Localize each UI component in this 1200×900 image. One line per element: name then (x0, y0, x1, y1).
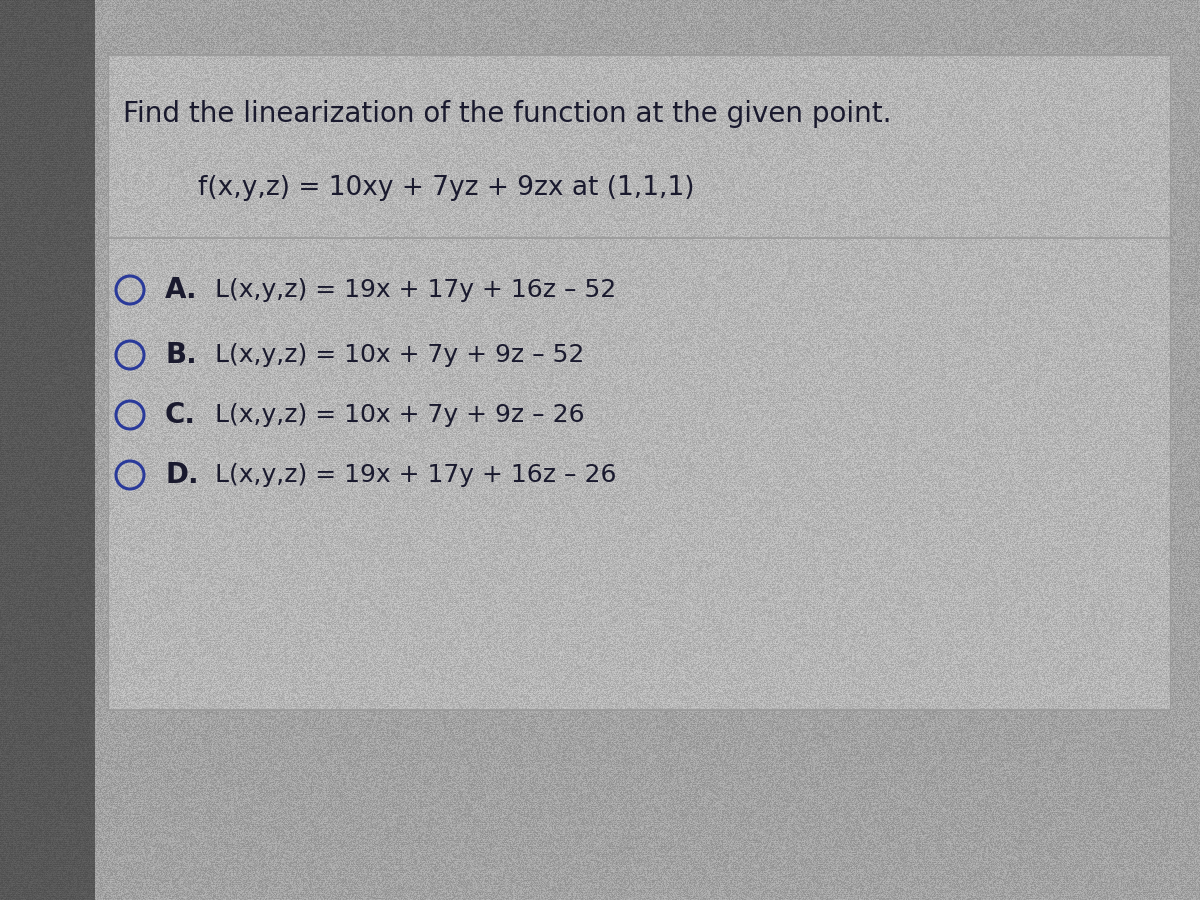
Text: D.: D. (166, 461, 199, 489)
Text: B.: B. (166, 341, 197, 369)
Text: Find the linearization of the function at the given point.: Find the linearization of the function a… (124, 100, 892, 128)
Text: L(x,y,z) = 19x + 17y + 16z – 26: L(x,y,z) = 19x + 17y + 16z – 26 (215, 463, 617, 487)
Text: f(x,y,z) = 10xy + 7yz + 9zx at (1,1,1): f(x,y,z) = 10xy + 7yz + 9zx at (1,1,1) (198, 175, 695, 201)
Text: A.: A. (166, 276, 198, 304)
Text: L(x,y,z) = 10x + 7y + 9z – 26: L(x,y,z) = 10x + 7y + 9z – 26 (215, 403, 584, 427)
Text: L(x,y,z) = 10x + 7y + 9z – 52: L(x,y,z) = 10x + 7y + 9z – 52 (215, 343, 584, 367)
Text: C.: C. (166, 401, 196, 429)
Text: L(x,y,z) = 19x + 17y + 16z – 52: L(x,y,z) = 19x + 17y + 16z – 52 (215, 278, 617, 302)
